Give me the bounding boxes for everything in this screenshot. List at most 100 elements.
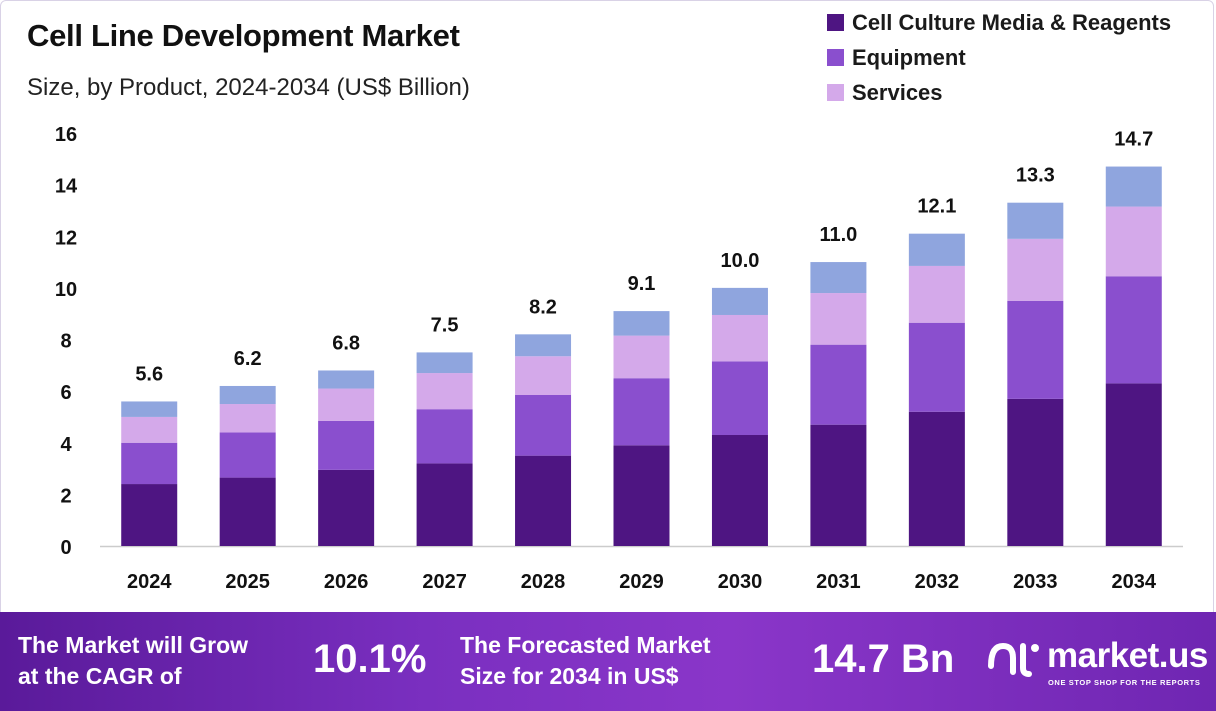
legend-swatch-cell-culture <box>827 14 844 31</box>
x-tick-label: 2033 <box>1013 571 1058 593</box>
x-tick-label: 2029 <box>619 571 664 593</box>
bar-segment-2 <box>613 335 670 379</box>
cagr-label-line2: at the CAGR of <box>18 663 182 689</box>
summary-banner: The Market will Grow at the CAGR of 10.1… <box>0 612 1216 711</box>
logo-text: market.us <box>1047 636 1208 675</box>
logo-tagline: ONE STOP SHOP FOR THE REPORTS <box>1048 678 1201 687</box>
bar-segment-3 <box>515 334 572 357</box>
forecast-label: The Forecasted Market Size for 2034 in U… <box>460 630 711 692</box>
bar-segment-0 <box>810 424 867 546</box>
cagr-label: The Market will Grow at the CAGR of <box>18 630 248 692</box>
x-tick-label: 2028 <box>521 571 566 593</box>
data-label: 6.8 <box>332 332 360 354</box>
bar-segment-1 <box>1105 276 1162 384</box>
legend-item-equipment: Equipment <box>827 43 1171 72</box>
y-tick-label: 14 <box>55 176 78 198</box>
bar-segment-0 <box>1007 398 1064 546</box>
bar-segment-0 <box>318 469 375 546</box>
data-label: 8.2 <box>529 296 557 318</box>
bar-segment-2 <box>219 404 276 433</box>
bar-segment-2 <box>515 356 572 395</box>
bar-segment-1 <box>515 394 572 456</box>
bar-segment-1 <box>219 432 276 478</box>
data-label: 11.0 <box>819 224 857 246</box>
data-label: 9.1 <box>628 273 656 295</box>
bar-segment-3 <box>613 311 670 336</box>
y-tick-label: 16 <box>55 124 77 146</box>
y-tick-label: 4 <box>60 434 72 456</box>
data-label: 5.6 <box>135 363 163 385</box>
bar-segment-3 <box>318 370 375 389</box>
data-label: 6.2 <box>234 348 262 370</box>
bar-segment-0 <box>908 411 965 546</box>
bar-segment-0 <box>1105 383 1162 546</box>
y-tick-label: 8 <box>60 331 71 353</box>
legend-swatch-equipment <box>827 49 844 66</box>
bar-segment-1 <box>1007 300 1064 399</box>
bar-segment-1 <box>711 361 768 436</box>
bar-segment-3 <box>908 233 965 266</box>
bar-segment-0 <box>416 463 473 546</box>
legend-item-cell-culture: Cell Culture Media & Reagents <box>827 8 1171 37</box>
bar-segment-2 <box>416 373 473 410</box>
legend-label: Equipment <box>852 44 966 70</box>
bar-segment-1 <box>416 409 473 464</box>
x-tick-label: 2026 <box>324 571 369 593</box>
bar-segment-2 <box>908 265 965 323</box>
x-tick-label: 2025 <box>225 571 270 593</box>
data-label: 14.7 <box>1114 129 1153 151</box>
data-label: 7.5 <box>431 314 459 336</box>
bar-segment-3 <box>416 352 473 374</box>
chart-title: Cell Line Development Market <box>27 18 460 53</box>
bar-segment-2 <box>318 388 375 421</box>
bar-segment-3 <box>121 401 178 417</box>
legend-swatch-services <box>827 84 844 101</box>
data-label: 12.1 <box>917 196 956 218</box>
x-tick-label: 2024 <box>127 571 172 593</box>
cagr-label-line1: The Market will Grow <box>18 632 249 658</box>
y-tick-label: 12 <box>55 227 77 249</box>
legend-label: Cell Culture Media & Reagents <box>852 9 1172 35</box>
forecast-value: 14.7 Bn <box>812 637 955 681</box>
bar-segment-2 <box>711 314 768 362</box>
bar-segment-0 <box>515 455 572 546</box>
stacked-bar-chart: 0 2 4 6 8 10 12 14 16 5.6 2024 6.2 2025 6.8 2026 7.5 202… <box>55 124 1183 593</box>
bar-segment-2 <box>1105 206 1162 277</box>
x-tick-label: 2027 <box>422 571 467 593</box>
bar-segment-3 <box>1105 166 1162 207</box>
bar-segment-3 <box>711 287 768 315</box>
forecast-label-line1: The Forecasted Market <box>460 632 711 658</box>
bar-segment-1 <box>908 322 965 412</box>
market-us-logo: market.us ONE STOP SHOP FOR THE REPORTS <box>985 636 1208 690</box>
data-label: 13.3 <box>1016 165 1055 187</box>
bar-segment-1 <box>318 420 375 470</box>
chart-subtitle: Size, by Product, 2024-2034 (US$ Billion… <box>27 74 470 101</box>
data-label: 10.0 <box>720 250 759 272</box>
x-tick-label: 2034 <box>1112 571 1157 593</box>
bar-segment-3 <box>810 262 867 294</box>
y-tick-label: 6 <box>60 382 71 404</box>
bar-segment-2 <box>810 293 867 345</box>
bar-segment-0 <box>613 445 670 546</box>
bar-segment-2 <box>1007 238 1064 301</box>
bar-segment-1 <box>121 442 178 485</box>
bar-segment-0 <box>121 484 178 546</box>
forecast-label-line2: Size for 2034 in US$ <box>460 663 679 689</box>
legend-label: Services <box>852 79 943 105</box>
bar-segment-1 <box>613 378 670 446</box>
cagr-value: 10.1% <box>313 637 427 681</box>
bar-segment-0 <box>219 477 276 546</box>
x-tick-label: 2032 <box>915 571 960 593</box>
bar-segment-1 <box>810 344 867 425</box>
bar-segment-3 <box>219 385 276 405</box>
y-tick-label: 2 <box>60 485 71 507</box>
bar-segment-2 <box>121 416 178 443</box>
bar-segment-3 <box>1007 202 1064 239</box>
y-tick-label: 0 <box>60 537 71 559</box>
market-us-logo-icon <box>988 642 1039 677</box>
legend-item-services: Services <box>827 78 1171 107</box>
x-tick-label: 2031 <box>816 571 861 593</box>
x-tick-label: 2030 <box>718 571 763 593</box>
legend: Cell Culture Media & Reagents Equipment … <box>827 8 1171 107</box>
bar-segment-0 <box>711 435 768 546</box>
